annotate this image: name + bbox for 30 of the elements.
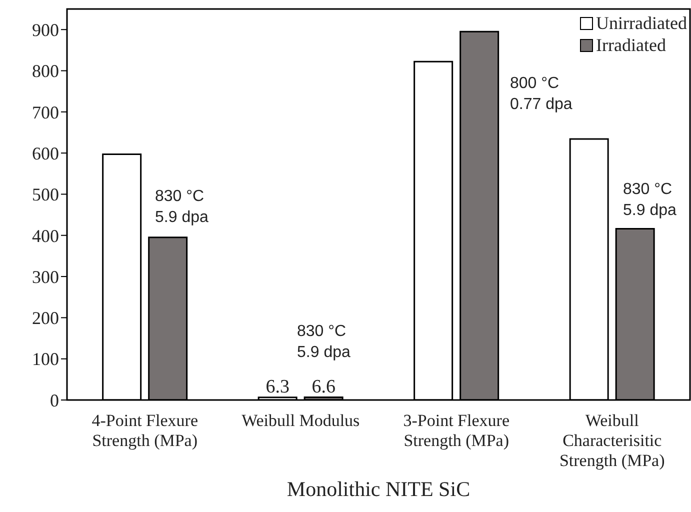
bar bbox=[414, 60, 454, 400]
annotation: 830 °C 5.9 dpa bbox=[623, 181, 676, 219]
bar bbox=[148, 236, 188, 400]
y-tick-label: 600 bbox=[32, 143, 59, 164]
x-tick-label: 4-Point Flexure Strength (MPa) bbox=[92, 411, 198, 450]
y-tick-label: 800 bbox=[32, 61, 59, 82]
data-label: 6.3 bbox=[266, 376, 290, 398]
y-tick-label: 300 bbox=[32, 266, 59, 287]
legend-label: Irradiated bbox=[596, 34, 666, 56]
x-tick-label: Weibull Characterisitic Strength (MPa) bbox=[559, 411, 665, 470]
annotation: 830 °C 5.9 dpa bbox=[297, 323, 350, 361]
y-tick-label: 0 bbox=[50, 390, 59, 410]
legend-label: Unirradiated bbox=[596, 12, 687, 34]
bar bbox=[258, 396, 298, 400]
annotation: 830 °C 5.9 dpa bbox=[155, 188, 208, 226]
bar bbox=[102, 154, 142, 400]
y-tick-label: 900 bbox=[32, 20, 59, 40]
y-tick-label: 700 bbox=[32, 102, 59, 122]
y-tick-label: 100 bbox=[32, 349, 59, 370]
y-tick-label: 500 bbox=[32, 184, 59, 205]
bar bbox=[460, 30, 500, 400]
annotation: 800 °C 0.77 dpa bbox=[510, 75, 572, 113]
data-label: 6.6 bbox=[312, 376, 336, 398]
y-tick-label: 400 bbox=[32, 226, 59, 246]
x-tick-label: Weibull Modulus bbox=[242, 411, 360, 430]
x-axis-title: Monolithic NITE SiC bbox=[286, 477, 470, 501]
y-tick-label: 200 bbox=[32, 308, 59, 328]
bar bbox=[615, 228, 655, 400]
x-tick-label: 3-Point Flexure Strength (MPa) bbox=[403, 411, 510, 450]
bar bbox=[569, 138, 609, 400]
